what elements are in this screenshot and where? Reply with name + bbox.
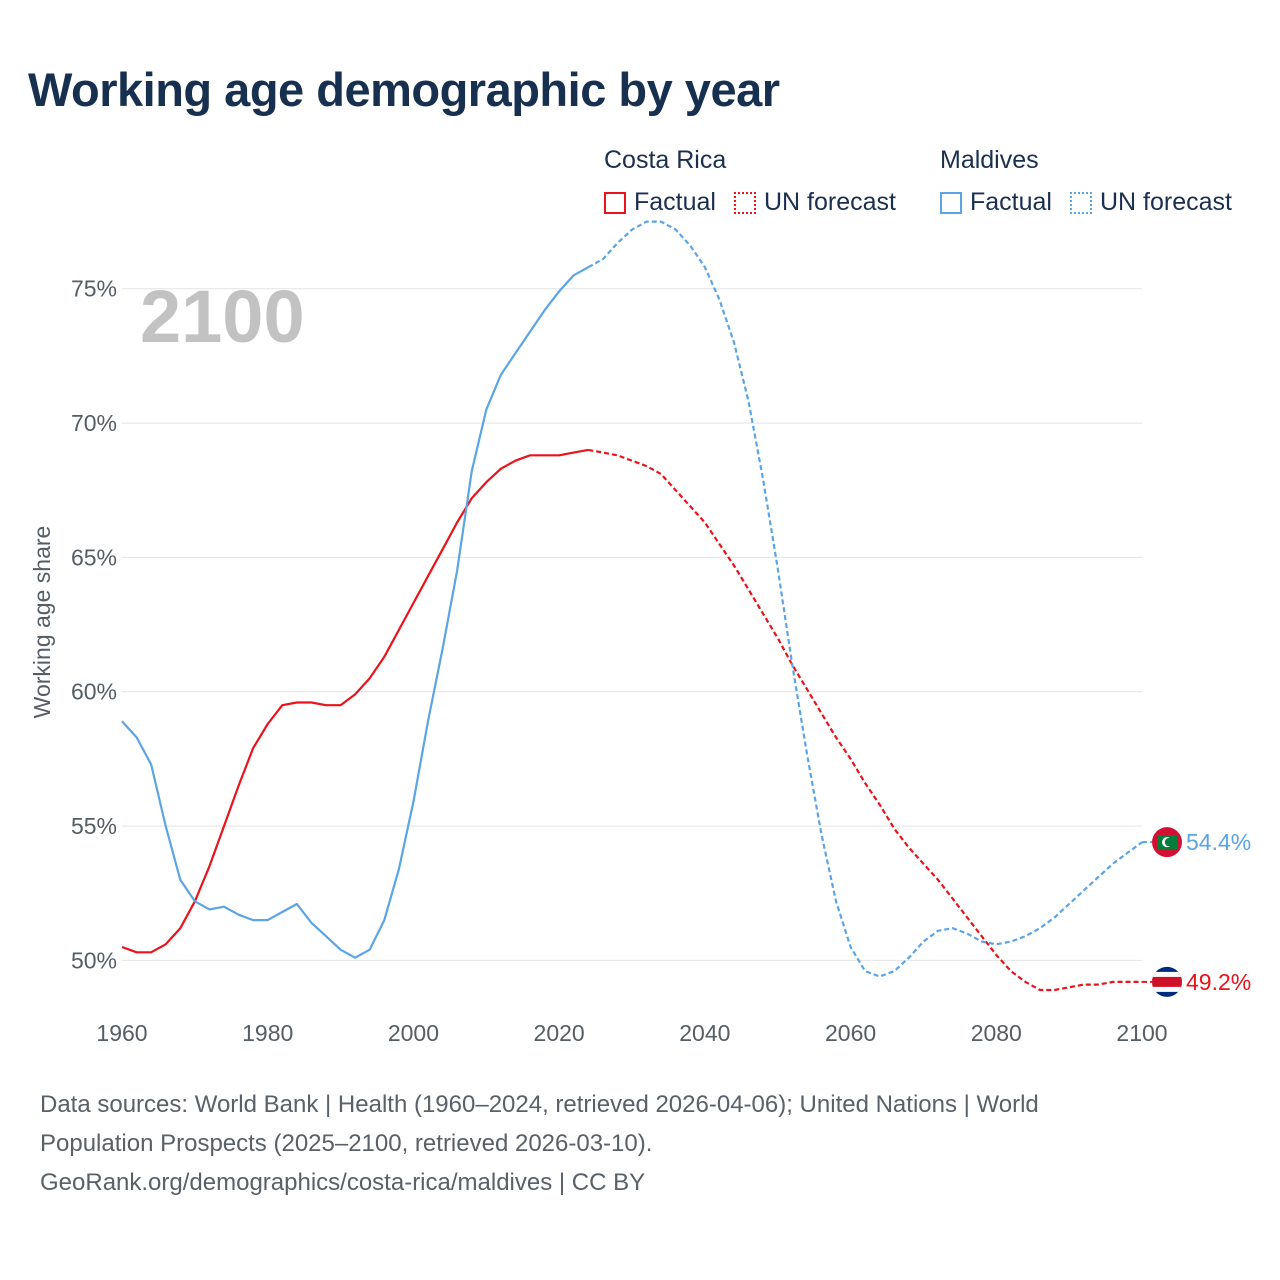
y-tick-label: 60% bbox=[71, 679, 117, 705]
legend-costa-rica-factual[interactable]: Factual bbox=[604, 188, 716, 217]
year-watermark: 2100 bbox=[140, 275, 305, 358]
legend-label: UN forecast bbox=[1099, 188, 1232, 216]
footer: Data sources: World Bank | Health (1960–… bbox=[40, 1085, 1240, 1202]
flag-crescent-cut bbox=[1164, 837, 1174, 847]
flag-red bbox=[1152, 976, 1182, 987]
y-axis-ticks: 50% 55% 60% 65% 70% 75% bbox=[71, 276, 117, 974]
legend-group-costa-rica: Costa Rica Factual UN forecast bbox=[604, 144, 914, 217]
x-tick-label: 2040 bbox=[679, 1020, 730, 1046]
x-tick-label: 1980 bbox=[242, 1020, 293, 1046]
y-tick-label: 75% bbox=[71, 276, 117, 302]
legend-group-name: Maldives bbox=[940, 146, 1039, 174]
gridlines bbox=[122, 288, 1142, 961]
legend-maldives-factual[interactable]: Factual bbox=[940, 188, 1052, 217]
maldives-flag-icon bbox=[1152, 827, 1182, 858]
costa-rica-forecast-line bbox=[588, 448, 1142, 992]
end-labels: 49.2% 54.4% bbox=[1152, 827, 1251, 997]
y-tick-label: 70% bbox=[71, 410, 117, 436]
legend-label: Factual bbox=[970, 188, 1052, 216]
costa-rica-factual-line bbox=[121, 448, 589, 954]
y-tick-label: 50% bbox=[71, 947, 117, 973]
x-tick-label: 2100 bbox=[1116, 1020, 1167, 1046]
x-axis-ticks: 1960 1980 2000 2020 2040 2060 2080 2100 bbox=[96, 1020, 1167, 1046]
maldives-forecast-line bbox=[587, 220, 1143, 978]
legend-group-maldives: Maldives Factual UN forecast bbox=[940, 144, 1250, 217]
x-tick-label: 2080 bbox=[971, 1020, 1022, 1046]
costa-rica-flag-icon bbox=[1152, 966, 1182, 997]
source-line-2: Population Prospects (2025–2100, retriev… bbox=[40, 1130, 653, 1157]
y-tick-label: 65% bbox=[71, 544, 117, 570]
x-tick-label: 2000 bbox=[388, 1020, 439, 1046]
source-line-1: Data sources: World Bank | Health (1960–… bbox=[40, 1091, 1039, 1118]
legend-swatch-dotted bbox=[1069, 191, 1092, 214]
chart-title: Working age demographic by year bbox=[28, 63, 780, 116]
legend-swatch-dotted bbox=[733, 191, 756, 214]
costa-rica-end-value-label: 49.2% bbox=[1186, 969, 1251, 995]
x-tick-label: 2060 bbox=[825, 1020, 876, 1046]
legend-maldives-forecast[interactable]: UN forecast bbox=[1069, 188, 1232, 217]
x-tick-label: 2020 bbox=[534, 1020, 585, 1046]
legend-group-name: Costa Rica bbox=[604, 146, 727, 174]
legend-swatch-solid bbox=[940, 191, 962, 214]
source-line-3: GeoRank.org/demographics/costa-rica/mald… bbox=[40, 1169, 646, 1196]
maldives-end-value-label: 54.4% bbox=[1186, 829, 1251, 855]
y-axis-label: Working age share bbox=[29, 526, 55, 719]
legend-label: Factual bbox=[634, 188, 716, 216]
y-tick-label: 55% bbox=[71, 813, 117, 839]
maldives-factual-line bbox=[121, 266, 589, 959]
x-tick-label: 1960 bbox=[96, 1020, 147, 1046]
flag-stripes bbox=[1152, 966, 1182, 997]
legend-label: UN forecast bbox=[763, 188, 896, 216]
legend-swatch-solid bbox=[604, 191, 626, 214]
legend-costa-rica-forecast[interactable]: UN forecast bbox=[733, 188, 896, 217]
series-lines bbox=[121, 220, 1152, 992]
